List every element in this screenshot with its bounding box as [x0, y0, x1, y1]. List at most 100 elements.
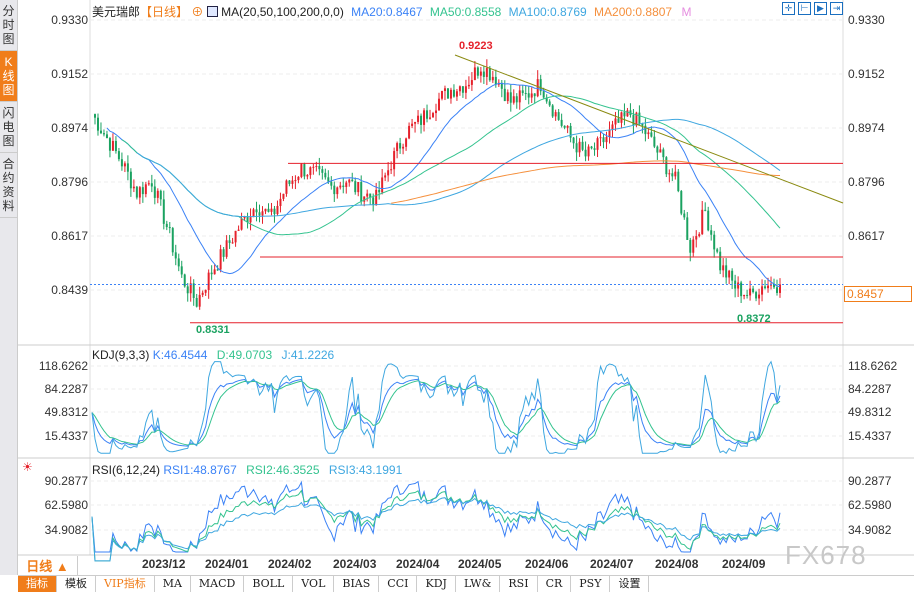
tab-0[interactable]: 指标	[18, 576, 57, 592]
date-tick: 2024/08	[655, 557, 699, 571]
candle-body	[423, 110, 426, 125]
candle-body	[470, 80, 473, 85]
candle-body	[210, 272, 213, 275]
candle-body	[743, 294, 746, 297]
candle-body	[213, 269, 216, 275]
zoom-range-icon[interactable]: ⊢	[798, 2, 811, 15]
kdj-j: J:41.2226	[281, 348, 335, 362]
sidebar-item-flash-chart[interactable]: 闪电图	[0, 102, 17, 153]
tab-11[interactable]: RSI	[500, 576, 538, 592]
chart-canvas[interactable]	[0, 0, 914, 575]
sun-settings-icon[interactable]: ☀	[22, 460, 33, 474]
candle-body	[773, 283, 776, 288]
tab-14[interactable]: 设置	[610, 576, 650, 592]
candle-body	[411, 123, 414, 126]
kdj-j-line	[91, 360, 781, 454]
price-tick-right: 0.8796	[848, 175, 885, 189]
candle-body	[605, 137, 608, 143]
candle-body	[306, 175, 309, 177]
tab-9[interactable]: KDJ	[417, 576, 456, 592]
price-tick-right: 0.8617	[848, 229, 885, 243]
candle-body	[698, 234, 701, 237]
date-tick: 2024/09	[722, 557, 766, 571]
candle-body	[273, 208, 276, 215]
m-value: M	[681, 5, 692, 19]
tab-2[interactable]: VIP指标	[96, 576, 155, 592]
candle-body	[584, 149, 587, 157]
play-icon[interactable]: ▶	[814, 2, 827, 15]
candle-body	[563, 125, 566, 128]
tab-7[interactable]: BIAS	[334, 576, 380, 592]
candle-body	[264, 208, 267, 212]
candle-body	[440, 90, 443, 99]
date-tick: 2024/04	[396, 557, 440, 571]
tab-3[interactable]: MA	[155, 576, 191, 592]
move-right-icon[interactable]: ⇥	[830, 2, 843, 15]
tab-4[interactable]: MACD	[191, 576, 245, 592]
candle-body	[581, 141, 584, 150]
candle-body	[710, 230, 713, 235]
candle-body	[650, 132, 653, 137]
rsi-tick-right: 90.2877	[848, 474, 892, 488]
candle-body	[776, 287, 779, 293]
candle-body	[195, 297, 198, 307]
candle-body	[602, 137, 605, 143]
sidebar-item-kline[interactable]: K线图	[0, 51, 17, 102]
price-tick: 0.9152	[51, 67, 88, 81]
candle-body	[701, 209, 704, 235]
candle-body	[378, 189, 381, 193]
tab-8[interactable]: CCI	[379, 576, 418, 592]
rsi-label: RSI(6,12,24)	[92, 463, 161, 477]
candle-body	[449, 89, 452, 99]
candle-body	[614, 118, 617, 125]
candle-body	[420, 115, 423, 125]
ma-label: MA(20,50,100,200,0,0)	[221, 5, 344, 19]
period-button[interactable]: 日线 ▲	[18, 556, 78, 575]
candle-body	[342, 185, 345, 187]
date-tick: 2024/06	[525, 557, 569, 571]
sidebar-item-contract-info[interactable]: 合约资料	[0, 153, 17, 218]
candle-body	[608, 129, 611, 138]
candle-body	[695, 236, 698, 240]
candle-body	[539, 79, 542, 92]
candle-body	[461, 86, 464, 93]
candle-body	[485, 68, 488, 77]
candle-body	[390, 169, 393, 171]
candle-body	[168, 227, 171, 229]
candle-body	[126, 163, 129, 172]
kdj-legend: KDJ(9,3,3) K:46.4544 D:49.0703 J:41.2226	[92, 348, 334, 362]
rsi-legend: RSI(6,12,24) RSI1:48.8767 RSI2:46.3525 R…	[92, 463, 402, 477]
candle-body	[506, 92, 509, 102]
crosshair-icon[interactable]: ⊕	[191, 5, 204, 19]
date-tick: 2024/01	[205, 557, 249, 571]
kdj-tick: 118.6262	[38, 359, 88, 373]
tab-6[interactable]: VOL	[293, 576, 335, 592]
sidebar-item-time-chart[interactable]: 分时图	[0, 0, 17, 51]
candle-body	[665, 157, 668, 175]
candle-body	[578, 141, 581, 153]
candle-body	[252, 209, 255, 218]
candle-body	[779, 284, 781, 293]
candle-body	[333, 185, 336, 195]
candle-body	[668, 173, 671, 175]
tab-12[interactable]: CR	[538, 576, 572, 592]
candle-body	[731, 270, 734, 281]
candle-body	[464, 86, 467, 93]
candle-body	[159, 190, 162, 200]
candle-body	[545, 97, 548, 102]
candle-body	[225, 240, 228, 257]
tab-10[interactable]: LW&	[456, 576, 501, 592]
indicator-chart-icon[interactable]	[206, 6, 218, 17]
ma20-line	[106, 82, 781, 288]
tab-13[interactable]: PSY	[571, 576, 611, 592]
candle-body	[491, 76, 494, 81]
candle-body	[348, 179, 351, 183]
candle-body	[704, 209, 707, 211]
tab-1[interactable]: 模板	[57, 576, 96, 592]
candle-body	[207, 272, 210, 290]
date-tick: 2023/12	[142, 557, 186, 571]
tab-5[interactable]: BOLL	[244, 576, 294, 592]
candle-body	[402, 146, 405, 149]
crosshair-tool-icon[interactable]: ✛	[782, 2, 795, 15]
kdj-tick-right: 84.2287	[848, 382, 892, 396]
